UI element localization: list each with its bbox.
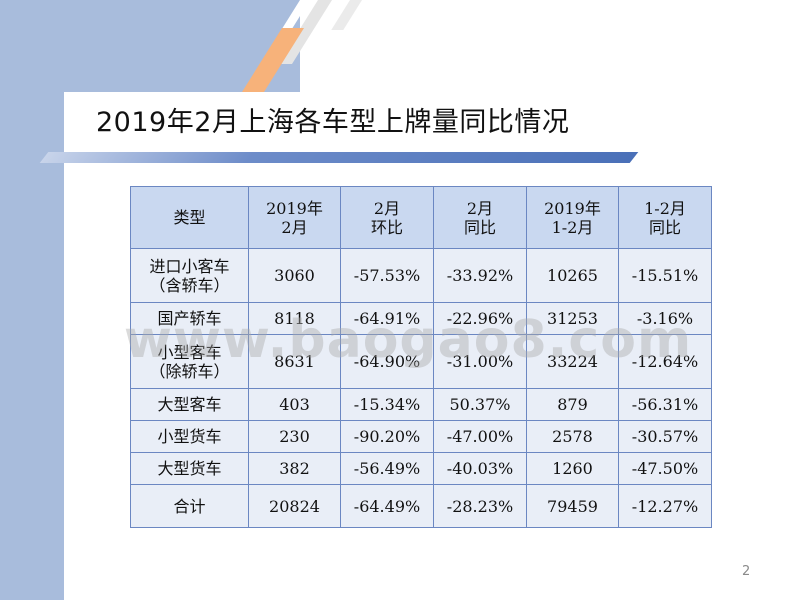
table-cell: -64.90% — [340, 334, 434, 389]
total-label-cell: 合计 — [130, 484, 249, 528]
table-cell: 2578 — [526, 420, 619, 453]
table-cell: 50.37% — [433, 388, 527, 421]
table-row: 大型客车 403 -15.34% 50.37% 879 -56.31% — [130, 388, 712, 421]
table-cell: -90.20% — [340, 420, 434, 453]
header-cell-feb-yoy: 2月 同比 — [433, 186, 527, 249]
table-row: 小型客车 （除轿车） 8631 -64.90% -31.00% 33224 -1… — [130, 334, 712, 389]
table-cell: 31253 — [526, 302, 619, 335]
table-cell: 10265 — [526, 248, 619, 303]
table-cell: -12.64% — [618, 334, 712, 389]
table-cell: -33.92% — [433, 248, 527, 303]
table-cell: -31.00% — [433, 334, 527, 389]
table-cell: -57.53% — [340, 248, 434, 303]
table-cell: -15.34% — [340, 388, 434, 421]
table-header-row: 类型 2019年 2月 2月 环比 2月 同比 2019年 1-2月 1-2月 … — [130, 186, 712, 249]
table-row: 进口小客车 （含轿车） 3060 -57.53% -33.92% 10265 -… — [130, 248, 712, 303]
page-number: 2 — [742, 564, 751, 579]
header-cell-jan-feb-2019: 2019年 1-2月 — [526, 186, 619, 249]
left-decor-band — [0, 0, 64, 600]
table-cell: 8631 — [248, 334, 341, 389]
table-cell: -30.57% — [618, 420, 712, 453]
table-cell: -47.00% — [433, 420, 527, 453]
table-cell: 382 — [248, 452, 341, 485]
table-cell: 3060 — [248, 248, 341, 303]
table-cell: -64.91% — [340, 302, 434, 335]
table-cell: -28.23% — [433, 484, 527, 528]
table-cell: -22.96% — [433, 302, 527, 335]
table-cell: 879 — [526, 388, 619, 421]
header-cell-type: 类型 — [130, 186, 249, 249]
row-label-cell: 小型客车 （除轿车） — [130, 334, 249, 389]
table-total-row: 合计 20824 -64.49% -28.23% 79459 -12.27% — [130, 484, 712, 528]
table-cell: -3.16% — [618, 302, 712, 335]
table-cell: 79459 — [526, 484, 619, 528]
title-card — [64, 92, 800, 162]
table-cell: 8118 — [248, 302, 341, 335]
table-cell: -12.27% — [618, 484, 712, 528]
table-cell: 403 — [248, 388, 341, 421]
table-cell: -40.03% — [433, 452, 527, 485]
decor-stripe-gray-light — [331, 0, 362, 30]
slide-title: 2019年2月上海各车型上牌量同比情况 — [96, 107, 570, 138]
header-cell-feb-mom: 2月 环比 — [340, 186, 434, 249]
table-cell: 20824 — [248, 484, 341, 528]
header-cell-feb-2019: 2019年 2月 — [248, 186, 341, 249]
table-row: 国产轿车 8118 -64.91% -22.96% 31253 -3.16% — [130, 302, 712, 335]
table-cell: -64.49% — [340, 484, 434, 528]
row-label-cell: 大型货车 — [130, 452, 249, 485]
table-cell: 230 — [248, 420, 341, 453]
row-label-cell: 国产轿车 — [130, 302, 249, 335]
table-cell: -47.50% — [618, 452, 712, 485]
table-cell: 33224 — [526, 334, 619, 389]
table-cell: -15.51% — [618, 248, 712, 303]
row-label-cell: 小型货车 — [130, 420, 249, 453]
table-row: 小型货车 230 -90.20% -47.00% 2578 -30.57% — [130, 420, 712, 453]
table-cell: -56.31% — [618, 388, 712, 421]
row-label-cell: 进口小客车 （含轿车） — [130, 248, 249, 303]
table-cell: 1260 — [526, 452, 619, 485]
table-row: 大型货车 382 -56.49% -40.03% 1260 -47.50% — [130, 452, 712, 485]
table-cell: -56.49% — [340, 452, 434, 485]
row-label-cell: 大型客车 — [130, 388, 249, 421]
title-underline-bar — [39, 152, 639, 163]
header-cell-jan-feb-yoy: 1-2月 同比 — [618, 186, 712, 249]
registration-table: 类型 2019年 2月 2月 环比 2月 同比 2019年 1-2月 1-2月 … — [130, 186, 712, 528]
